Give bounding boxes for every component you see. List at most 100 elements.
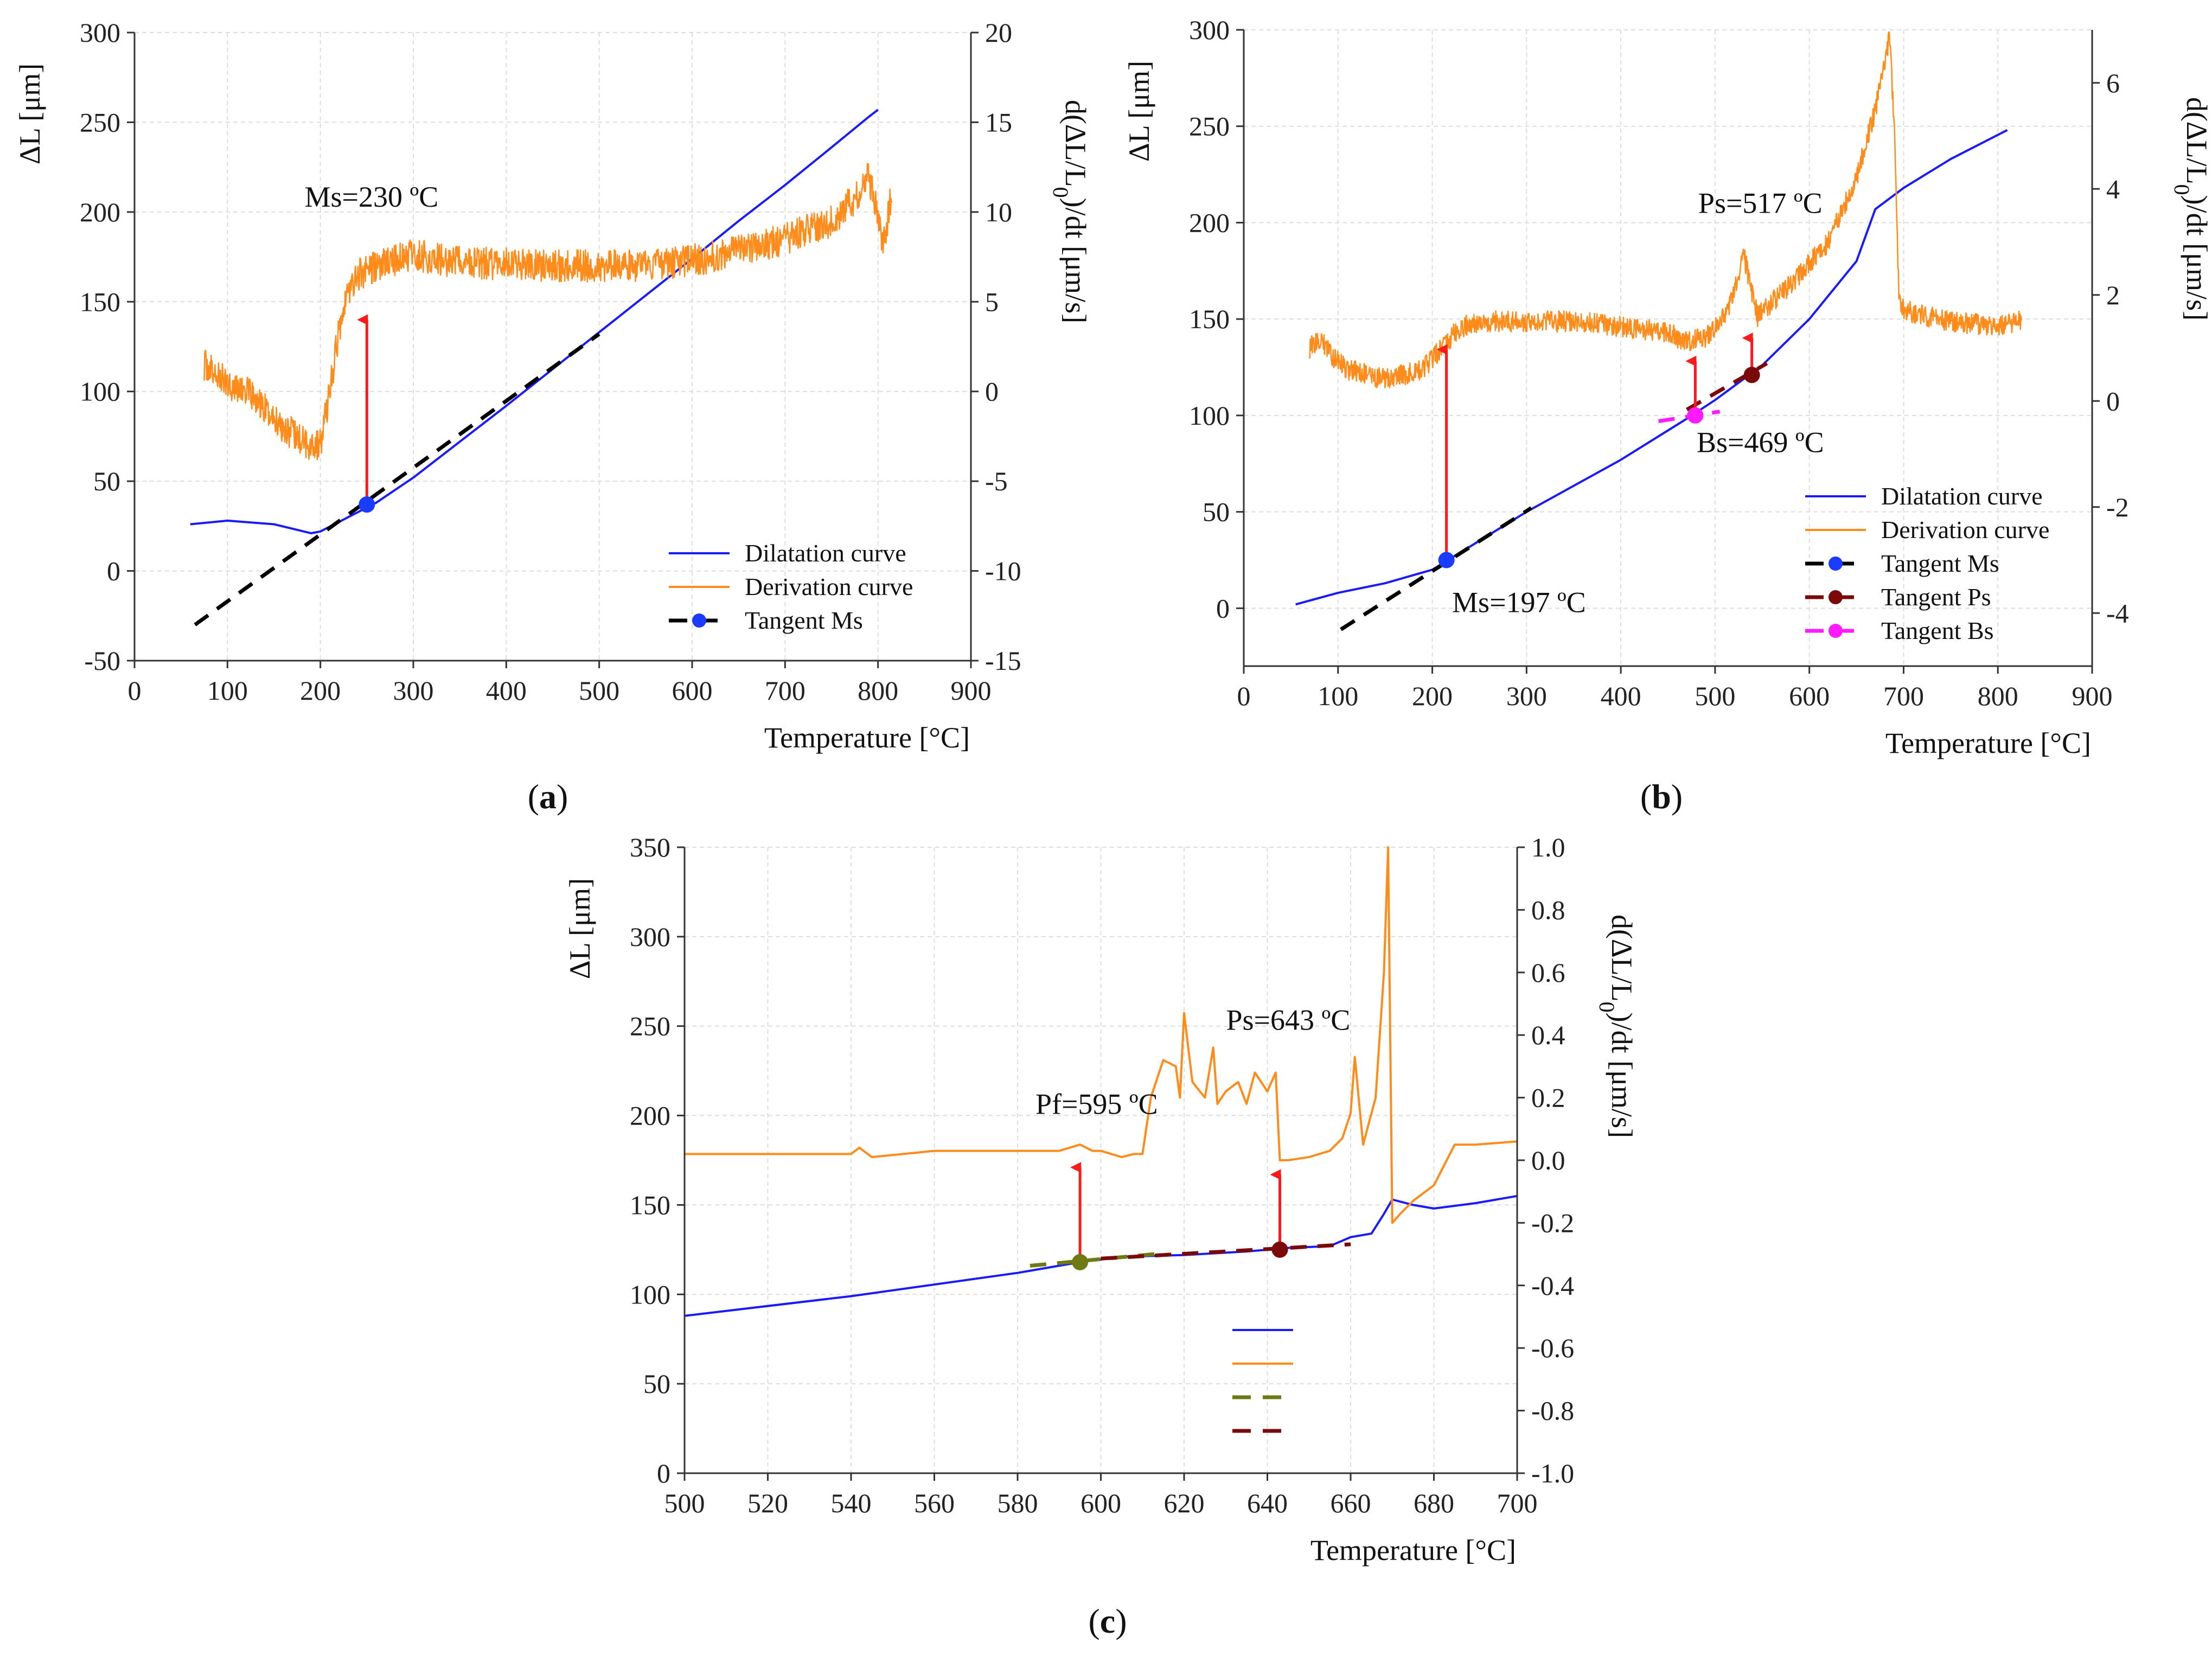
legend-label: Derivation curve [1881,516,2049,544]
y-axis-title: ΔL [μm] [564,878,596,979]
y2-axis-title: d(ΔL/L0)/dt [μm/s] [2170,97,2212,321]
x-tick-label: 500 [1695,681,1735,711]
legend-marker [692,613,706,628]
series-tangent-ms [1340,506,1532,631]
legend: Dilatation curve Derivation curve Tangent … [669,539,913,634]
x-tick-label: 500 [579,675,619,706]
caption-a: (a) [528,777,568,816]
y-tick-label: 50 [643,1369,670,1399]
x-tick-label: 560 [914,1488,955,1518]
y-tick-label: 100 [1189,400,1230,431]
y2-axis-title: d(ΔL/L0)/dt [μm/s] [1049,100,1092,323]
x-axis-title: Temperature [°C] [764,721,970,754]
series-tangent-ms [194,332,600,626]
y2-tick-label: 0.4 [1531,1020,1565,1050]
x-tick-label: 640 [1247,1488,1288,1518]
x-tick-label: 700 [765,675,805,706]
y-tick-label: 200 [630,1101,670,1131]
y2-tick-label: 0.0 [1531,1145,1565,1175]
series-tangent-ps [1686,361,1768,412]
x-tick-label: 520 [747,1488,788,1518]
tangent-point-marker [1271,1241,1288,1258]
legend: Dilatation curve Derivation curve Tangent … [1805,482,2049,644]
y-tick-label: 300 [1189,15,1230,45]
tangent-point-marker [1687,407,1704,424]
y2-tick-label: 6 [2106,68,2120,98]
y-tick-label: 300 [80,17,120,48]
y2-tick-label: -4 [2106,598,2129,628]
y2-tick-label: -15 [985,645,1021,676]
y2-tick-label: -5 [985,466,1008,496]
caption-c: (c) [1088,1602,1127,1640]
legend-label: Tangent Bs [1881,617,1994,644]
legend-label: Tangent Ms [745,606,863,634]
x-tick-label: 680 [1414,1488,1454,1518]
y-tick-label: 50 [93,466,120,496]
annotation-label: Ms=197 ºC [1452,586,1586,618]
tangent-point-marker [1743,367,1760,383]
x-tick-label: 800 [1978,681,2018,711]
x-tick-label: 900 [2072,681,2113,711]
annotation-label: Pf=595 ºC [1035,1088,1158,1120]
x-tick-label: 800 [858,675,898,706]
legend-marker [1829,590,1843,604]
x-tick-label: 900 [951,675,992,706]
caption-b: (b) [1640,777,1683,816]
y2-tick-label: 10 [985,197,1012,227]
y-tick-label: 0 [657,1458,670,1488]
y2-tick-label: 15 [985,107,1012,137]
annotation-label: Ms=230 ºC [305,181,439,213]
y-tick-label: 200 [80,197,120,227]
legend-label: Tangent Ps [1881,583,1991,611]
x-tick-label: 580 [998,1488,1038,1518]
y-tick-label: 250 [1189,111,1230,142]
y-tick-label: 250 [630,1011,670,1041]
y2-tick-label: -10 [985,556,1021,586]
y-tick-label: 300 [630,922,670,952]
y-tick-label: 0 [1216,593,1230,623]
y2-tick-label: 2 [2106,280,2120,310]
y2-tick-label: 0.6 [1531,957,1565,988]
x-tick-label: 600 [1789,681,1830,711]
series-derivation-curve [1309,31,2022,388]
x-tick-label: 500 [664,1488,705,1518]
y-tick-label: 150 [1189,304,1230,334]
y2-tick-label: -2 [2106,492,2129,522]
tangent-point-marker [359,496,375,513]
y2-axis-title: d(ΔL/L0)/dt [μm/s] [1595,915,1639,1138]
y2-tick-label: 4 [2106,174,2120,204]
tangent-point-marker [1072,1254,1089,1270]
y2-tick-label: 20 [985,17,1012,48]
series-tangent-ps [1101,1242,1351,1261]
y-tick-label: 150 [630,1190,670,1220]
x-tick-label: 300 [1506,681,1547,711]
panel-a: Ms=230 ºC0 100 200 300 400 500 600 700 800 900-50… [14,17,1092,754]
x-axis-title: Temperature [°C] [1885,727,2091,759]
y-tick-label: 50 [1203,497,1230,527]
annotation-label: Ps=643 ºC [1226,1003,1350,1036]
x-tick-label: 700 [1883,681,1924,711]
x-tick-label: 200 [1412,681,1453,711]
y2-tick-label: -0.6 [1531,1333,1574,1363]
x-tick-label: 700 [1497,1488,1538,1518]
x-tick-label: 200 [300,675,341,706]
y2-tick-label: 1.0 [1531,832,1565,862]
y2-tick-label: -0.8 [1531,1396,1574,1426]
y-tick-label: 100 [80,376,120,407]
x-tick-label: 600 [1081,1488,1121,1518]
y2-tick-label: 0 [985,376,999,407]
legend-marker [1829,624,1843,638]
y2-tick-label: 0.8 [1531,894,1565,925]
series-derivation-curve [203,163,893,461]
x-tick-label: 0 [128,675,142,706]
y2-tick-label: -1.0 [1531,1458,1574,1488]
legend-label: Dilatation curve [1881,482,2043,510]
x-tick-label: 400 [1601,681,1641,711]
y-tick-label: -50 [84,645,120,676]
legend-label: Dilatation curve [745,539,906,567]
y2-tick-label: 0.2 [1531,1083,1565,1113]
tangent-point-marker [1438,552,1455,568]
x-tick-label: 400 [486,675,527,706]
